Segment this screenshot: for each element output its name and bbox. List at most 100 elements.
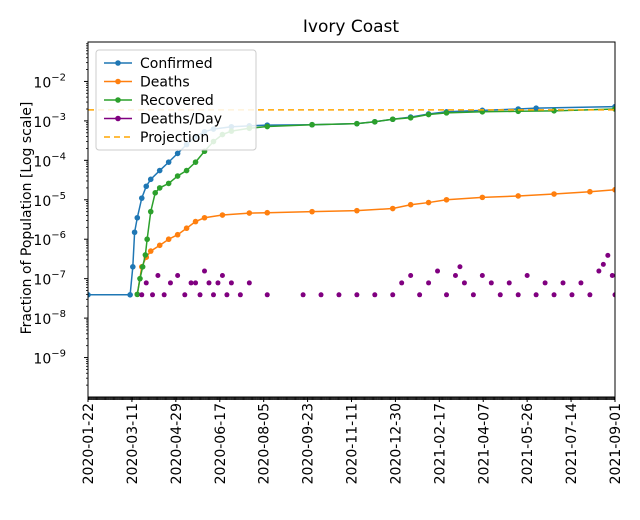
legend-recovered-marker [115, 97, 121, 103]
y-tick-label: 10−9 [33, 349, 66, 368]
x-tick-label: 2020-08-05 [257, 403, 273, 484]
series-deaths-day-point [372, 292, 378, 298]
series-recovered-point [165, 180, 172, 187]
series-deaths-day-point [551, 292, 557, 298]
series-deaths-day-point [210, 292, 216, 298]
series-deaths-day-point [497, 292, 503, 298]
x-tick-label: 2020-04-29 [169, 403, 185, 484]
series-recovered-point [156, 185, 163, 191]
legend-deaths-day-label: Deaths/Day [140, 112, 222, 128]
series-recovered-point [152, 190, 159, 196]
series-deaths-line [136, 188, 615, 295]
series-confirmed-point [138, 195, 145, 201]
series-recovered-point [443, 110, 450, 116]
series-recovered-point [372, 118, 378, 125]
series-deaths-day-point [600, 261, 606, 267]
series-deaths-day-point [457, 264, 463, 270]
series-recovered-point [407, 114, 414, 121]
series-deaths-point [165, 236, 172, 243]
legend-box [95, 49, 257, 151]
series-deaths-day-point [488, 280, 494, 286]
legend-confirmed-marker [115, 60, 121, 66]
legend-deaths-day-marker [115, 115, 121, 122]
series-recovered-point [147, 208, 154, 215]
series-deaths-point [389, 205, 396, 212]
series-deaths-day-point [587, 292, 593, 298]
series-deaths-day-point [578, 280, 584, 286]
series-deaths-point [174, 231, 181, 238]
legend-deaths-marker [115, 78, 121, 85]
chart-title: Ivory Coast [303, 17, 399, 37]
series-deaths-day-point [264, 292, 270, 298]
series-deaths-day-point [609, 273, 615, 279]
series-deaths-day-point [318, 292, 324, 298]
y-tick-label: 10−8 [33, 309, 66, 328]
series-confirmed-point [131, 229, 138, 236]
legend-confirmed-label: Confirmed [140, 56, 213, 72]
series-deaths-day-point [219, 273, 225, 279]
series-deaths-day-point [139, 292, 145, 298]
series-deaths-day-point [612, 292, 615, 298]
series-deaths-day-point [506, 280, 512, 286]
y-tick-label: 10−5 [33, 191, 66, 210]
plot-frame [87, 41, 616, 398]
series-deaths-day-point [470, 292, 476, 298]
legend-deaths-label: Deaths [140, 75, 190, 91]
series-deaths-day-point [202, 268, 208, 274]
series-confirmed-point [134, 214, 141, 221]
series-recovered-point [551, 108, 557, 114]
series-deaths-day-point [300, 292, 306, 298]
series-deaths-day-point [408, 273, 414, 279]
series-deaths-day-point [188, 280, 194, 286]
series-deaths-point [246, 210, 253, 216]
series-deaths-day-point [417, 292, 423, 298]
series-deaths-day-point [569, 292, 575, 298]
series-recovered-point [183, 167, 190, 174]
x-tick-label: 2021-07-14 [564, 403, 580, 484]
series-deaths-day-point [354, 292, 360, 298]
series-deaths-day-point [596, 268, 602, 274]
series-deaths-point [147, 248, 154, 254]
series-deaths-day-point [461, 280, 467, 286]
series-deaths-point [192, 218, 199, 225]
series-deaths-day-point [167, 280, 173, 286]
y-tick-label: 10−4 [33, 151, 66, 170]
series-deaths-day-point [155, 273, 161, 279]
x-tick-label: 2020-01-22 [81, 403, 97, 484]
series-deaths-point [156, 242, 163, 249]
series-recovered-point [139, 263, 146, 270]
series-recovered-point [264, 123, 271, 130]
series-deaths-point [354, 207, 360, 214]
series-deaths-day-point [452, 273, 458, 279]
y-tick-label: 10−2 [33, 72, 66, 91]
series-deaths-point [201, 214, 208, 221]
series-deaths-day-point [560, 280, 566, 286]
x-tick-label: 2020-12-30 [388, 403, 404, 484]
series-deaths-day-point [175, 273, 181, 279]
plot-area: 10−9 10−8 10−7 10−6 10−5 10−4 10−3 10−2 2020-01-… [33, 41, 624, 484]
series-deaths-day-point [224, 292, 230, 298]
x-tick-label: 2021-04-07 [476, 403, 492, 484]
series-deaths-point [551, 191, 557, 197]
x-tick-label: 2020-11-11 [345, 403, 361, 484]
series-deaths-point [407, 201, 414, 208]
series-deaths-day-point [193, 280, 199, 286]
series-confirmed-point [127, 291, 133, 298]
series-deaths-day-point [479, 273, 485, 279]
series-deaths-day-point [444, 292, 450, 298]
series-confirmed-point [156, 167, 163, 174]
series-deaths-day-point [605, 252, 611, 258]
x-tick-label: 2020-06-17 [213, 403, 229, 484]
series-deaths-day-point [237, 292, 243, 298]
legend-recovered-label: Recovered [140, 93, 214, 109]
series-deaths-point [587, 188, 593, 195]
series-recovered-point [389, 116, 396, 123]
series-deaths-day-point [246, 280, 252, 286]
series-confirmed-point [165, 159, 172, 165]
series-deaths-day-point [542, 280, 548, 286]
x-tick-label: 2020-09-23 [301, 403, 317, 484]
series-deaths-day-point [533, 292, 539, 298]
series-deaths-day-point [435, 268, 441, 274]
series-deaths-day-point [161, 292, 167, 298]
